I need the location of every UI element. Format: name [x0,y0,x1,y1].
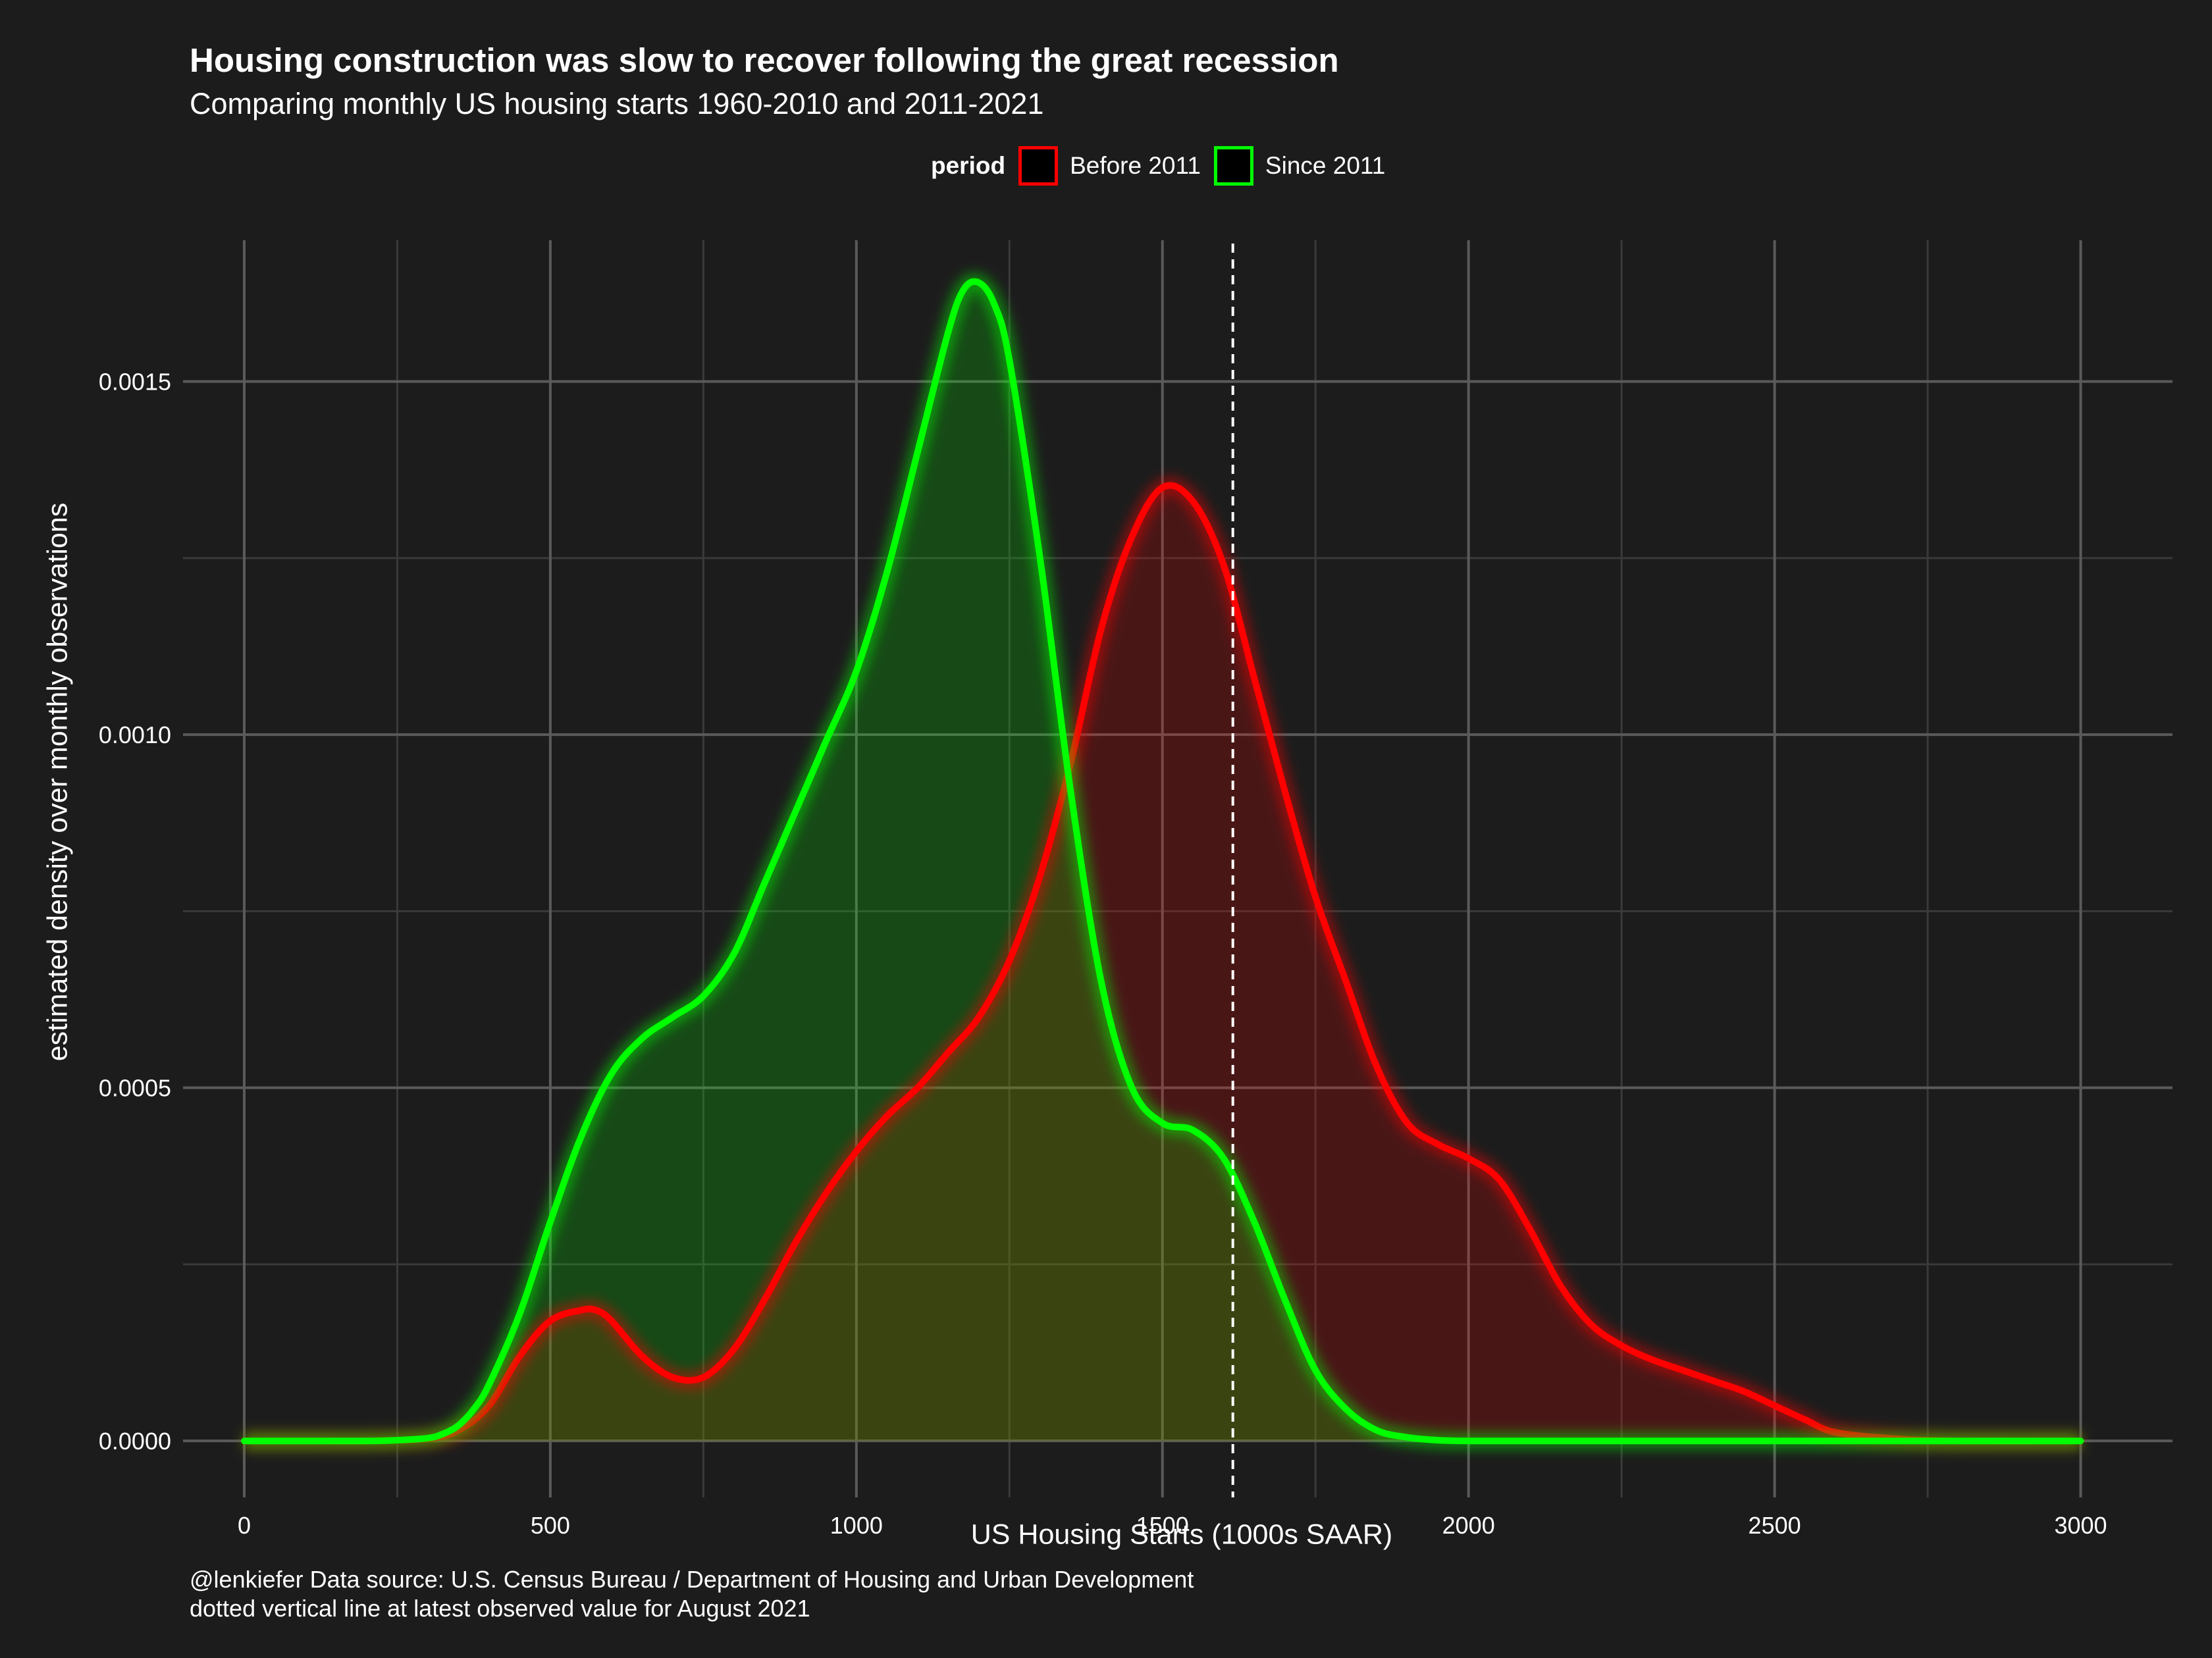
legend-label-since-2011: Since 2011 [1265,152,1386,179]
y-axis-title: estimated density over monthly observati… [41,502,74,1062]
legend-title: period [931,152,1006,179]
density-area-since-2011 [244,281,2081,1441]
caption: @lenkiefer Data source: U.S. Census Bure… [190,1565,1194,1623]
legend-key-before-2011 [1018,146,1059,186]
y-tick-label: 0.0005 [99,1075,171,1102]
y-tick-label: 0.0015 [99,369,171,396]
density-series [241,272,2084,1450]
x-tick-label: 2000 [1442,1512,1495,1539]
legend: period Before 2011 Since 2011 [931,140,1398,192]
x-tick-label: 1500 [1136,1512,1189,1539]
x-tick-label: 0 [238,1512,251,1539]
legend-label-before-2011: Before 2011 [1070,152,1201,179]
x-tick-label: 500 [531,1512,570,1539]
chart-title: Housing construction was slow to recover… [190,41,1339,79]
grid-minor-lines [183,240,2172,1497]
density-area-before-2011 [244,485,2081,1441]
density-line-before-2011 [241,482,2084,1445]
y-tick-label: 0.0000 [99,1428,171,1455]
y-tick-label: 0.0010 [99,721,171,748]
x-tick-label: 3000 [2054,1512,2107,1539]
x-tick-label: 2500 [1749,1512,1801,1539]
legend-key-since-2011 [1213,146,1253,186]
density-line-since-2011 [241,278,2084,1445]
axis-tick-labels: 0 500 1000 1500 2000 2500 3000 0.0000 0.0005 0.00… [99,369,2107,1539]
x-tick-label: 1000 [830,1512,883,1539]
x-axis-title: US Housing Starts (1000s SAAR) [970,1518,1393,1551]
caption-line-source: @lenkiefer Data source: U.S. Census Bure… [190,1566,1194,1593]
caption-line-note: dotted vertical line at latest observed … [190,1595,810,1622]
chart-subtitle: Comparing monthly US housing starts 1960… [190,87,1044,120]
